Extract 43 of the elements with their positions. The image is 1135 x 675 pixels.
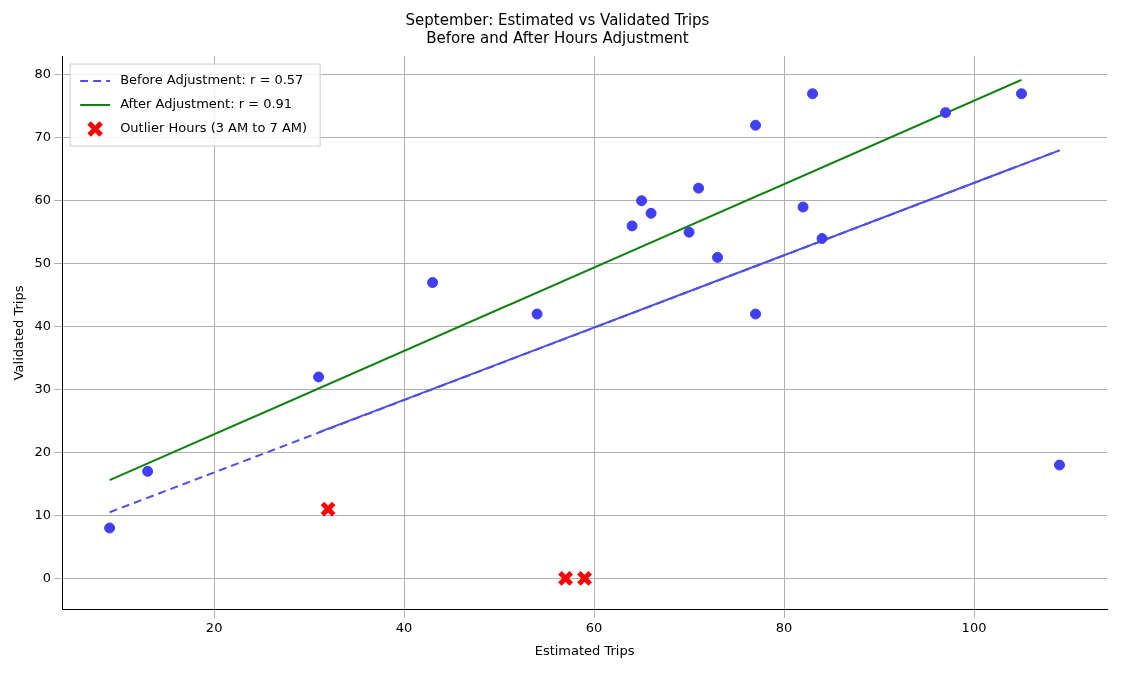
y-tick-label: 0	[42, 569, 52, 585]
x-tick-label: 60	[585, 619, 603, 635]
point	[683, 226, 695, 238]
point	[816, 233, 828, 244]
point	[313, 371, 325, 383]
x-tick-label: 20	[205, 619, 223, 635]
y-axis-title: Validated Trips	[11, 285, 27, 381]
point	[531, 308, 543, 320]
y-tick-label: 80	[34, 66, 52, 82]
x-axis-title: Estimated Trips	[534, 642, 635, 658]
point	[427, 277, 439, 289]
point	[626, 220, 638, 232]
point	[636, 195, 648, 207]
point	[693, 182, 705, 194]
x-tick-label: 40	[395, 619, 413, 635]
point	[807, 88, 819, 100]
y-tick-label: 50	[34, 255, 52, 271]
legend-label: Outlier Hours (3 AM to 7 AM)	[120, 120, 308, 136]
point	[104, 522, 116, 534]
point	[576, 570, 593, 587]
y-tick-label: 30	[34, 380, 52, 396]
legend-label: Before Adjustment: r = 0.57	[120, 72, 304, 88]
chart-subtitle: Before and After Hours Adjustment	[426, 28, 689, 47]
point	[750, 308, 762, 320]
y-tick-label: 60	[34, 192, 52, 208]
y-tick-label: 20	[34, 443, 52, 459]
point	[645, 207, 657, 219]
y-tick-label: 10	[34, 506, 52, 522]
chart-title: September: Estimated vs Validated Trips	[405, 10, 710, 29]
point	[712, 251, 724, 263]
x-tick-label: 80	[775, 619, 793, 635]
point	[1016, 88, 1028, 100]
point	[940, 107, 952, 119]
y-tick-label: 40	[34, 317, 52, 333]
point	[750, 119, 762, 131]
legend-label: After Adjustment: r = 0.91	[120, 96, 293, 112]
point	[557, 570, 574, 587]
point	[319, 500, 337, 518]
x-tick-label: 100	[961, 619, 987, 635]
point	[142, 465, 154, 477]
point	[797, 201, 809, 213]
point	[1054, 459, 1066, 471]
y-tick-label: 70	[34, 129, 52, 145]
